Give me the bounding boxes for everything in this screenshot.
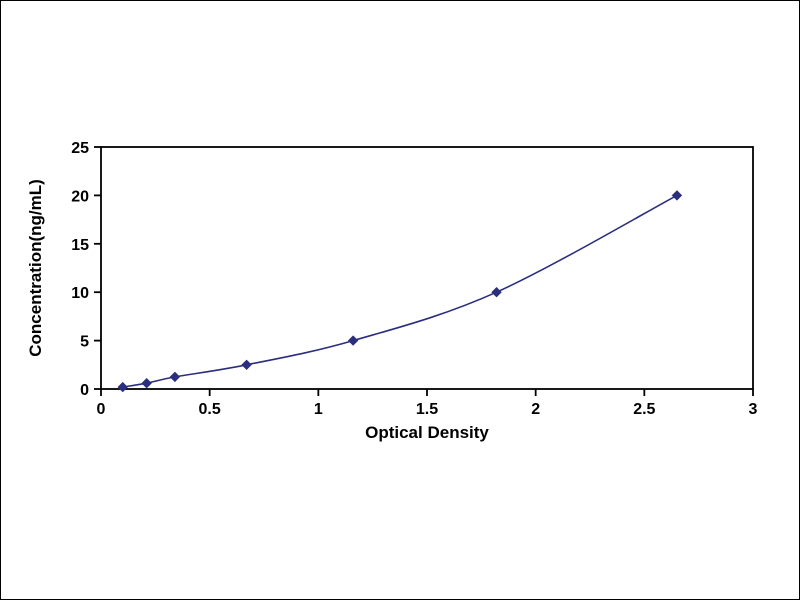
x-tick-label: 3	[749, 401, 758, 418]
y-tick-label: 10	[71, 285, 89, 302]
data-point-marker	[671, 190, 683, 201]
y-axis-title: Concentration(ng/mL)	[26, 179, 45, 357]
data-point-marker	[347, 335, 359, 346]
x-axis-title: Optical Density	[365, 423, 489, 442]
x-tick-label: 0.5	[199, 401, 221, 418]
data-point-marker	[169, 371, 181, 383]
y-tick-label: 20	[71, 188, 89, 205]
data-point-marker	[491, 286, 502, 298]
x-tick-label: 2	[531, 401, 540, 418]
y-tick-label: 25	[71, 140, 89, 157]
x-axis-ticks: 0 0.5 1 1.5 2 2.5 3	[97, 389, 758, 418]
plot-border	[100, 146, 754, 390]
y-tick-label: 15	[71, 237, 89, 254]
curve-line	[122, 194, 678, 388]
y-axis-ticks: 0 5 10 15 20 25	[71, 140, 101, 399]
data-point-marker	[141, 377, 152, 389]
x-tick-label: 0	[97, 401, 106, 418]
x-tick-label: 1	[314, 401, 323, 418]
x-tick-label: 1.5	[416, 401, 438, 418]
data-point-marker	[117, 381, 128, 393]
data-point-marker	[241, 359, 252, 371]
series-standard-curve	[117, 190, 683, 393]
x-tick-label: 2.5	[633, 401, 655, 418]
y-tick-label: 0	[80, 382, 89, 399]
y-tick-label: 5	[80, 334, 89, 351]
